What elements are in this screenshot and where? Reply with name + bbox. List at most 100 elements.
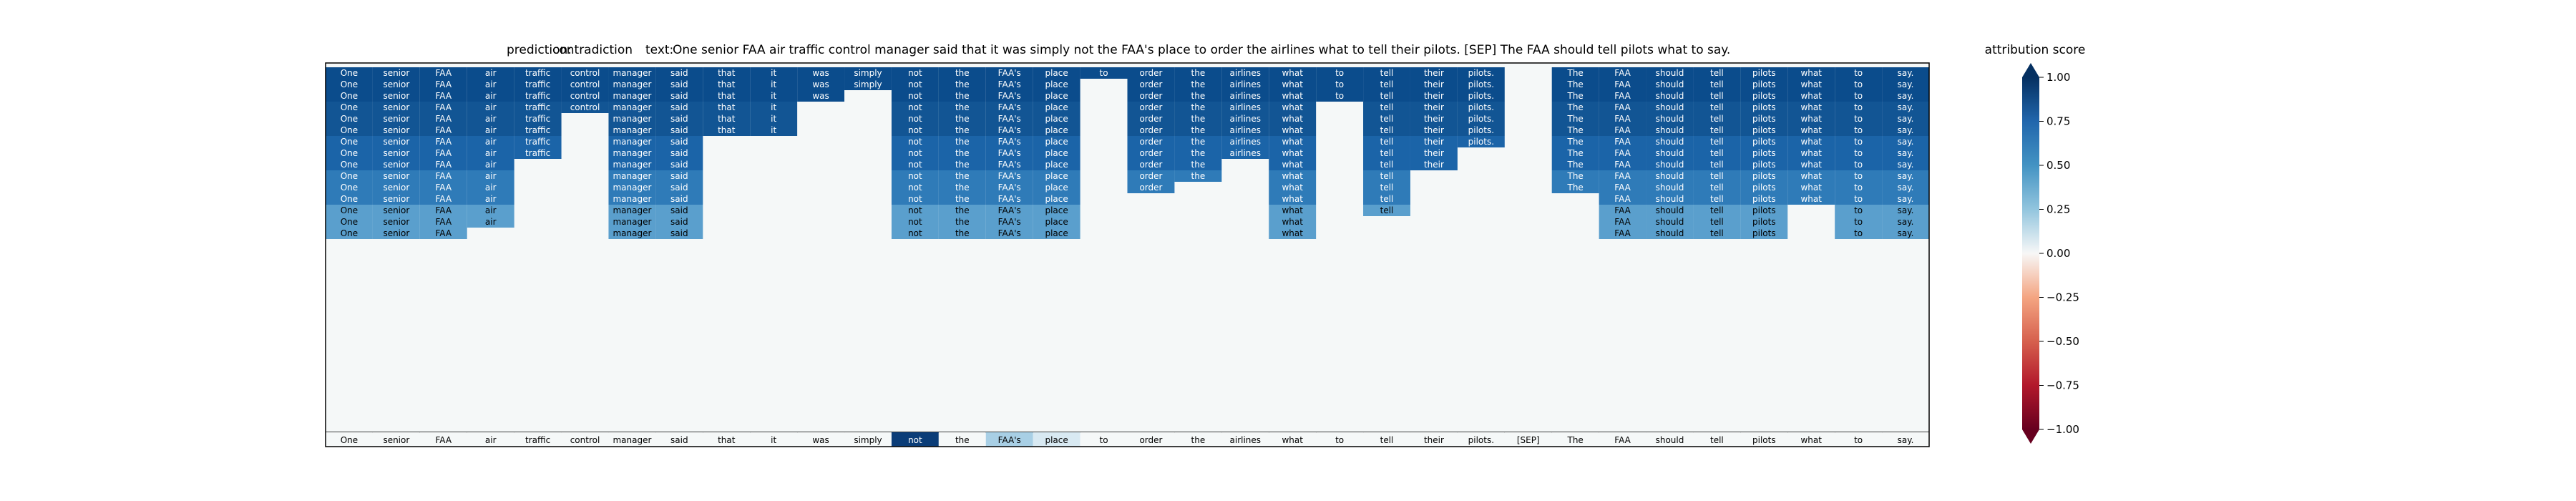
heatmap-cell-label: place	[1045, 125, 1068, 135]
heatmap-cell-label: FAA's	[998, 114, 1021, 124]
heatmap-cell-label: it	[771, 79, 776, 89]
heatmap-cell-label: tell	[1380, 205, 1394, 215]
heatmap-cell	[938, 125, 986, 136]
token-axis-cell	[326, 432, 373, 447]
token-axis-label: The	[1566, 435, 1583, 445]
heatmap-cell-label: tell	[1380, 79, 1394, 89]
heatmap-cell-label: senior	[383, 125, 409, 135]
heatmap-cell-label: order	[1139, 137, 1162, 147]
token-axis-label: [SEP]	[1517, 435, 1540, 445]
heatmap-cell-label: senior	[383, 205, 409, 215]
heatmap-cell-label: not	[908, 183, 922, 193]
heatmap-cell	[1410, 159, 1458, 170]
heatmap-cell-label: One	[341, 137, 358, 147]
heatmap-cell	[561, 90, 609, 102]
heatmap-cell-label: traffic	[525, 68, 550, 78]
heatmap-cell	[1740, 147, 1788, 159]
heatmap-cell-label: to	[1335, 79, 1344, 89]
heatmap-cell-label: tell	[1710, 102, 1724, 112]
heatmap-cell	[467, 159, 514, 170]
heatmap-cell-label: FAA	[1614, 79, 1631, 89]
token-axis-label: FAA's	[998, 435, 1021, 445]
heatmap-cell-label: tell	[1710, 114, 1724, 124]
heatmap-cell	[1599, 205, 1646, 216]
heatmap-cell-label: tell	[1710, 228, 1724, 238]
heatmap-cell	[938, 113, 986, 125]
token-axis-cell	[419, 432, 467, 447]
token-axis-cell	[608, 432, 656, 447]
heatmap-cell	[1127, 147, 1175, 159]
heatmap-cell-label: FAA	[435, 68, 452, 78]
heatmap-cell	[703, 79, 751, 90]
heatmap-cell-label: to	[1854, 205, 1863, 215]
heatmap-cell	[655, 216, 703, 228]
heatmap-cell-label: should	[1656, 228, 1684, 238]
heatmap-cell-label: what	[1800, 125, 1822, 135]
heatmap-cell-label: not	[908, 205, 922, 215]
heatmap-cell	[467, 205, 514, 216]
heatmap-cell-label: manager	[613, 171, 651, 181]
heatmap-cell-label: FAA	[1614, 217, 1631, 227]
heatmap-cell	[372, 90, 420, 102]
heatmap-cell-label: traffic	[525, 79, 550, 89]
heatmap-cell-label: One	[341, 217, 358, 227]
heatmap-cell	[1693, 216, 1741, 228]
heatmap-cell-label: the	[1191, 102, 1206, 112]
heatmap-cell-label: said	[670, 91, 688, 101]
heatmap-cell-label: order	[1139, 125, 1162, 135]
heatmap-cell	[1221, 125, 1269, 136]
heatmap-cell	[1835, 193, 1883, 205]
heatmap-cell-label: senior	[383, 137, 409, 147]
heatmap-cell-label: FAA's	[998, 102, 1021, 112]
heatmap-cell	[1599, 113, 1646, 125]
heatmap-cell-label: said	[670, 171, 688, 181]
heatmap-cell-label: said	[670, 102, 688, 112]
colorbar-label: attribution score	[1985, 43, 2086, 57]
heatmap-cell	[419, 182, 467, 193]
heatmap-cell-label: the	[955, 114, 970, 124]
heatmap-cell-label: to	[1854, 160, 1863, 170]
heatmap-cell	[938, 170, 986, 182]
heatmap-cell	[1835, 125, 1883, 136]
heatmap-cell-label: order	[1139, 91, 1162, 101]
heatmap-cell-label: One	[341, 228, 358, 238]
token-axis-cell	[1363, 432, 1410, 447]
heatmap-cell	[467, 182, 514, 193]
heatmap-cell-label: what	[1282, 125, 1303, 135]
heatmap-cell-label: FAA	[435, 217, 452, 227]
heatmap-cell	[1599, 102, 1646, 113]
heatmap-cell	[1033, 147, 1080, 159]
token-axis-cell	[1221, 432, 1269, 447]
heatmap-cell-label: not	[908, 228, 922, 238]
heatmap-cell-label: that	[718, 102, 736, 112]
heatmap-cell	[1363, 79, 1410, 90]
heatmap-cell-label: tell	[1710, 125, 1724, 135]
heatmap-cell	[1835, 147, 1883, 159]
heatmap-cell	[750, 102, 798, 113]
heatmap-cell	[985, 170, 1033, 182]
heatmap-cell	[608, 228, 656, 239]
heatmap-cell-label: to	[1854, 217, 1863, 227]
heatmap-cell	[372, 125, 420, 136]
heatmap-cell-label: tell	[1710, 205, 1724, 215]
token-axis-cell	[938, 432, 986, 447]
heatmap-cell-label: One	[341, 125, 358, 135]
heatmap-cell-label: traffic	[525, 148, 550, 158]
heatmap-cell	[1269, 159, 1317, 170]
heatmap-cell-label: airlines	[1230, 114, 1262, 124]
heatmap-cell	[1787, 136, 1835, 147]
heatmap-cell	[419, 102, 467, 113]
heatmap-cell	[703, 113, 751, 125]
colorbar-tick-label: −1.00	[2046, 423, 2079, 436]
heatmap-cell-label: air	[485, 125, 497, 135]
heatmap-cell	[1740, 193, 1788, 205]
heatmap-cell-label: FAA	[435, 91, 452, 101]
heatmap-cell	[467, 216, 514, 228]
token-axis-label: control	[570, 435, 600, 445]
heatmap-cell	[1410, 102, 1458, 113]
heatmap-cell	[372, 147, 420, 159]
heatmap-cell	[326, 205, 373, 216]
token-axis-cell	[1457, 432, 1505, 447]
heatmap-cell	[608, 79, 656, 90]
heatmap-cell	[1693, 193, 1741, 205]
